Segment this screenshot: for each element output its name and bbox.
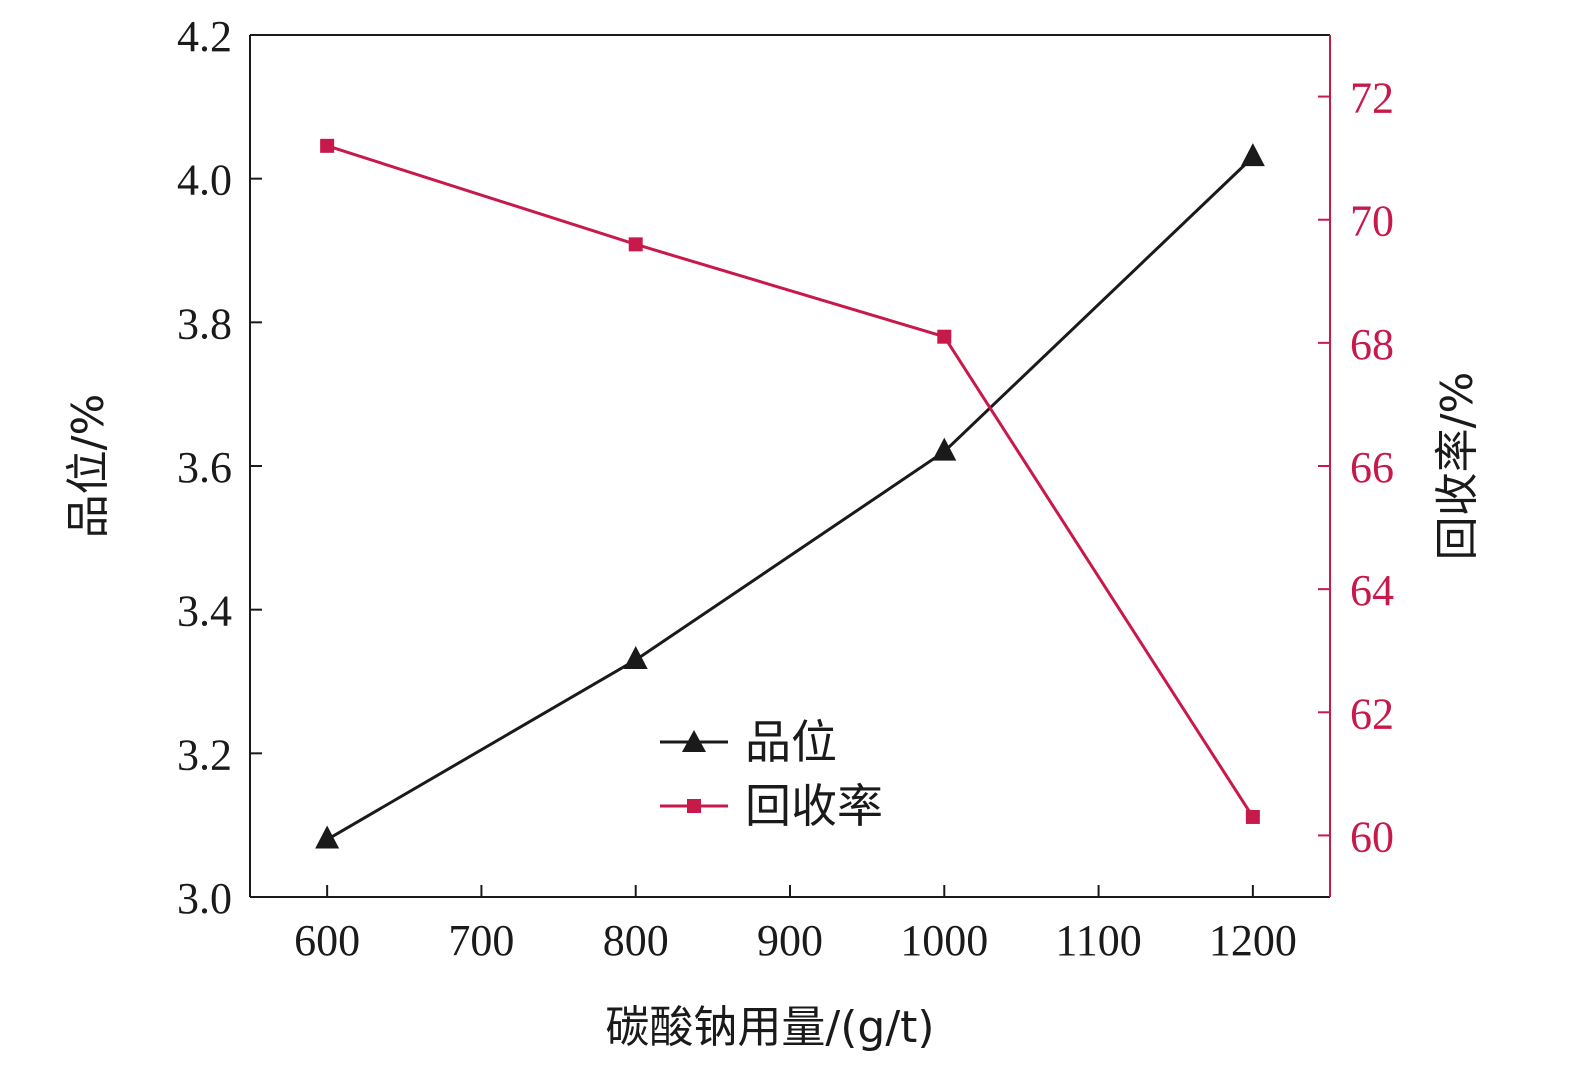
y-right-tick-label: 68 <box>1350 320 1394 369</box>
y-left-tick-label: 3.2 <box>177 730 232 779</box>
y-right-tick-label: 72 <box>1350 74 1394 123</box>
data-point-square <box>320 138 335 153</box>
legend-label-recovery: 回收率 <box>745 779 883 833</box>
y-right-tick-label: 64 <box>1350 566 1394 615</box>
x-tick-label: 600 <box>294 916 360 965</box>
y-left-tick-label: 3.0 <box>177 874 232 923</box>
legend-marker-triangle <box>682 730 706 752</box>
data-point-triangle <box>1240 143 1265 167</box>
x-ticks: 600 700 800 900 1000 1100 1200 <box>294 885 1297 965</box>
data-point-triangle <box>932 437 957 461</box>
y-right-tick-label: 62 <box>1350 689 1394 738</box>
x-tick-label: 700 <box>448 916 514 965</box>
y-right-tick-label: 70 <box>1350 197 1394 246</box>
y-left-tick-label: 3.6 <box>177 443 232 492</box>
series-layer <box>315 138 1265 849</box>
legend-marker-square <box>687 799 701 813</box>
data-point-square <box>937 329 952 344</box>
data-point-triangle <box>315 825 340 849</box>
x-tick-label: 800 <box>603 916 669 965</box>
x-tick-label: 1100 <box>1055 916 1141 965</box>
x-tick-label: 1200 <box>1209 916 1297 965</box>
y-left-tick-label: 4.2 <box>177 12 232 61</box>
y-left-tick-label: 4.0 <box>177 156 232 205</box>
y-right-tick-label: 60 <box>1350 812 1394 861</box>
x-tick-label: 900 <box>757 916 823 965</box>
series-line-recovery <box>326 144 1255 818</box>
y-right-ticks: 60 62 64 66 68 70 72 <box>1318 74 1394 861</box>
legend-entry-recovery: 回收率 <box>660 779 883 833</box>
y-left-tick-label: 3.8 <box>177 299 232 348</box>
y-right-tick-label: 66 <box>1350 443 1394 492</box>
y-right-axis-title: 回收率/% <box>1432 372 1483 561</box>
y-left-tick-label: 3.4 <box>177 587 232 636</box>
x-tick-label: 1000 <box>900 916 988 965</box>
y-left-axis-title: 品位/% <box>63 394 114 539</box>
y-left-ticks: 3.0 3.2 3.4 3.6 3.8 4.0 4.2 <box>177 12 262 923</box>
legend: 品位 回收率 <box>660 715 883 833</box>
data-point-triangle <box>623 645 648 669</box>
legend-entry-grade: 品位 <box>660 715 837 769</box>
x-axis-title: 碳酸钠用量/(g/t) <box>605 1002 934 1053</box>
series-line-grade <box>326 156 1254 841</box>
legend-label-grade: 品位 <box>745 715 837 769</box>
data-point-square <box>628 237 643 252</box>
data-point-square <box>1245 809 1260 824</box>
